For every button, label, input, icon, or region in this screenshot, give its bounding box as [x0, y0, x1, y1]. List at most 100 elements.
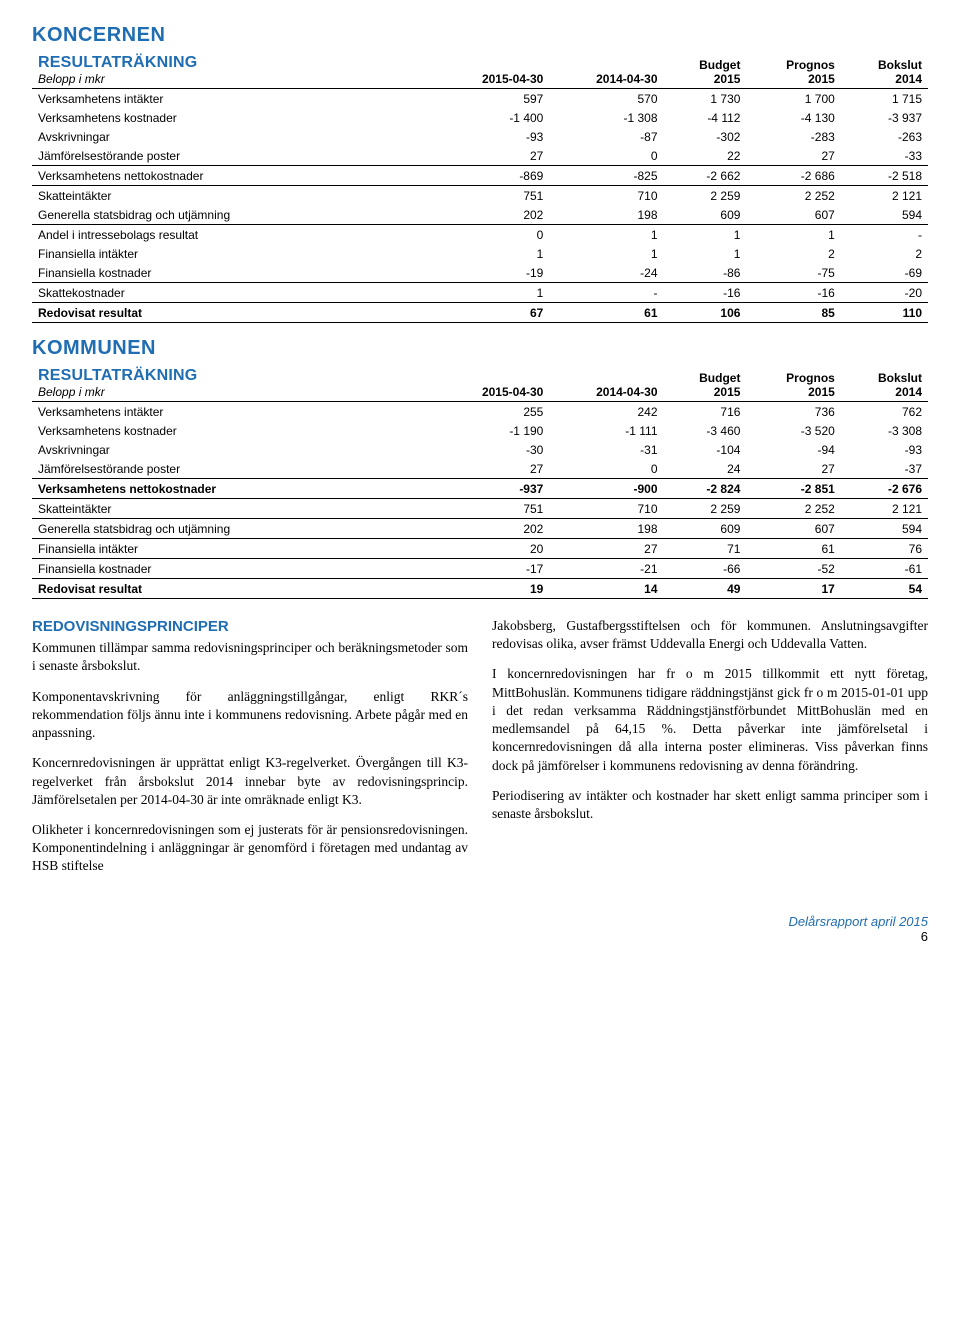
- body-paragraph: Jakobsberg, Gustafbergsstiftelsen och fö…: [492, 617, 928, 653]
- row-value: -263: [841, 127, 928, 146]
- table-title-cell: RESULTATRÄKNING Belopp i mkr: [32, 51, 435, 89]
- row-label: Redovisat resultat: [32, 579, 435, 599]
- table-row: Andel i intressebolags resultat0111-: [32, 225, 928, 245]
- table-row: Verksamhetens kostnader-1 400-1 308-4 11…: [32, 108, 928, 127]
- row-value: 2: [841, 244, 928, 263]
- row-value: 27: [435, 146, 549, 166]
- col-header: 2014-04-30: [549, 51, 663, 89]
- kommunen-table: RESULTATRÄKNING Belopp i mkr 2015-04-302…: [32, 364, 928, 599]
- col-header: 2015-04-30: [435, 51, 549, 89]
- kommunen-thead: RESULTATRÄKNING Belopp i mkr 2015-04-302…: [32, 364, 928, 402]
- row-value: 2 252: [746, 499, 840, 519]
- table-row: Redovisat resultat1914491754: [32, 579, 928, 599]
- row-value: 751: [435, 186, 549, 206]
- table-row: Jämförelsestörande poster2702427-37: [32, 459, 928, 479]
- table-row: Finansiella intäkter11122: [32, 244, 928, 263]
- body-left-col: REDOVISNINGSPRINCIPER Kommunen tillämpar…: [32, 617, 468, 888]
- table-row: Skatteintäkter7517102 2592 2522 121: [32, 186, 928, 206]
- col-header: Budget2015: [664, 51, 747, 89]
- row-value: 1: [549, 244, 663, 263]
- row-label: Verksamhetens kostnader: [32, 108, 435, 127]
- row-value: 85: [746, 303, 840, 323]
- row-value: -21: [549, 559, 663, 579]
- row-value: 1: [746, 225, 840, 245]
- row-value: -104: [664, 440, 747, 459]
- row-value: 110: [841, 303, 928, 323]
- row-value: -: [549, 283, 663, 303]
- row-value: -1 111: [549, 421, 663, 440]
- koncernen-table: RESULTATRÄKNING Belopp i mkr 2015-04-302…: [32, 51, 928, 323]
- table-row: Verksamhetens intäkter5975701 7301 7001 …: [32, 89, 928, 109]
- row-value: 22: [664, 146, 747, 166]
- row-value: 2 121: [841, 186, 928, 206]
- row-value: 2 259: [664, 499, 747, 519]
- body-left-paras: Kommunen tillämpar samma redovisningspri…: [32, 639, 468, 875]
- table-row: Verksamhetens intäkter255242716736762: [32, 402, 928, 422]
- row-value: -3 460: [664, 421, 747, 440]
- row-value: -937: [435, 479, 549, 499]
- row-value: 1: [664, 244, 747, 263]
- row-value: 607: [746, 205, 840, 225]
- row-value: 1 700: [746, 89, 840, 109]
- row-value: 198: [549, 205, 663, 225]
- row-value: 710: [549, 499, 663, 519]
- row-value: -69: [841, 263, 928, 283]
- row-value: 24: [664, 459, 747, 479]
- row-value: 762: [841, 402, 928, 422]
- row-value: 609: [664, 519, 747, 539]
- table-row: Finansiella intäkter2027716176: [32, 539, 928, 559]
- row-value: 594: [841, 205, 928, 225]
- row-value: 0: [549, 459, 663, 479]
- table-row: Skatteintäkter7517102 2592 2522 121: [32, 499, 928, 519]
- row-value: -1 308: [549, 108, 663, 127]
- row-value: -283: [746, 127, 840, 146]
- row-value: -93: [841, 440, 928, 459]
- row-value: -2 662: [664, 166, 747, 186]
- row-value: 27: [435, 459, 549, 479]
- row-value: 710: [549, 186, 663, 206]
- row-value: 67: [435, 303, 549, 323]
- row-value: 2 259: [664, 186, 747, 206]
- footer-page-number: 6: [32, 929, 928, 944]
- row-value: -37: [841, 459, 928, 479]
- row-value: -17: [435, 559, 549, 579]
- row-value: -1 400: [435, 108, 549, 127]
- row-value: -75: [746, 263, 840, 283]
- row-value: 0: [435, 225, 549, 245]
- row-value: 61: [746, 539, 840, 559]
- koncernen-tbody: Verksamhetens intäkter5975701 7301 7001 …: [32, 89, 928, 323]
- row-value: 17: [746, 579, 840, 599]
- row-label: Andel i intressebolags resultat: [32, 225, 435, 245]
- row-value: 49: [664, 579, 747, 599]
- row-value: -3 937: [841, 108, 928, 127]
- row-value: 61: [549, 303, 663, 323]
- row-value: 597: [435, 89, 549, 109]
- row-label: Generella statsbidrag och utjämning: [32, 205, 435, 225]
- row-value: -3 308: [841, 421, 928, 440]
- row-label: Skatteintäkter: [32, 499, 435, 519]
- row-value: 2 121: [841, 499, 928, 519]
- row-value: 106: [664, 303, 747, 323]
- body-paragraph: Komponentavskrivning för anläggningstill…: [32, 688, 468, 743]
- col-header: Bokslut2014: [841, 51, 928, 89]
- section-title-koncernen: KONCERNEN: [32, 24, 928, 47]
- col-header: Prognos2015: [746, 51, 840, 89]
- row-value: -3 520: [746, 421, 840, 440]
- row-value: 2: [746, 244, 840, 263]
- row-value: -31: [549, 440, 663, 459]
- row-value: 607: [746, 519, 840, 539]
- body-paragraph: Periodisering av intäkter och kostnader …: [492, 787, 928, 823]
- koncernen-thead: RESULTATRÄKNING Belopp i mkr 2015-04-302…: [32, 51, 928, 89]
- row-value: -2 518: [841, 166, 928, 186]
- row-label: Finansiella kostnader: [32, 559, 435, 579]
- table-row: Finansiella kostnader-17-21-66-52-61: [32, 559, 928, 579]
- body-right-col: Jakobsberg, Gustafbergsstiftelsen och fö…: [492, 617, 928, 888]
- table-title-cell: RESULTATRÄKNING Belopp i mkr: [32, 364, 435, 402]
- table-subtitle: Belopp i mkr: [38, 72, 105, 86]
- row-value: 71: [664, 539, 747, 559]
- table-title: RESULTATRÄKNING: [38, 367, 197, 384]
- table-row: Verksamhetens nettokostnader-869-825-2 6…: [32, 166, 928, 186]
- table-row: Verksamhetens kostnader-1 190-1 111-3 46…: [32, 421, 928, 440]
- row-value: -: [841, 225, 928, 245]
- row-value: -19: [435, 263, 549, 283]
